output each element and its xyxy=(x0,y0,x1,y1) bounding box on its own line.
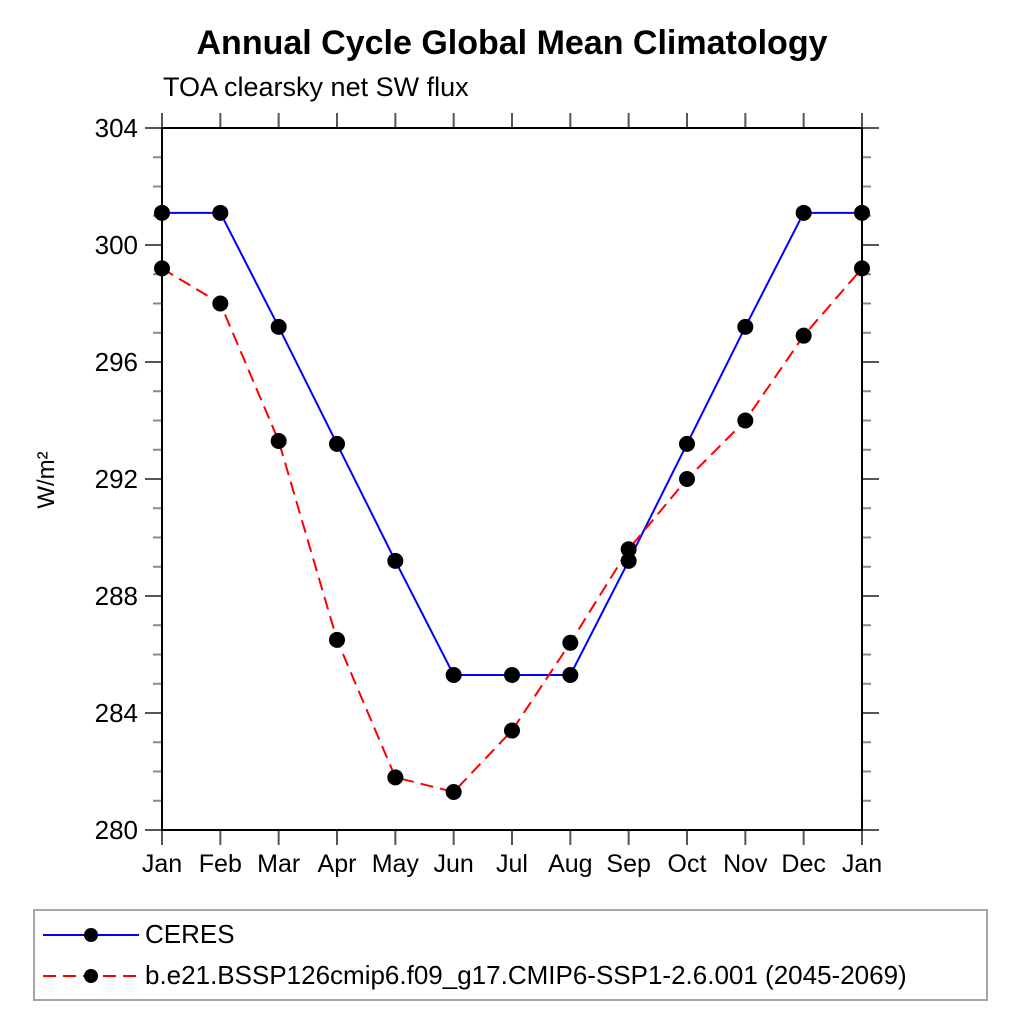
data-point xyxy=(679,435,695,452)
x-tick-label: Jun xyxy=(434,850,474,878)
x-tick-label: Jan xyxy=(142,850,182,878)
y-tick-label: 304 xyxy=(95,113,138,143)
data-point xyxy=(795,204,812,221)
chart-title: Annual Cycle Global Mean Climatology xyxy=(196,24,828,62)
data-point xyxy=(795,327,812,344)
y-tick-label: 284 xyxy=(95,698,138,728)
x-tick-label: Mar xyxy=(257,850,300,878)
data-point xyxy=(387,769,404,786)
legend-line-dashed-icon xyxy=(43,968,139,983)
legend-item-ceres: CERES xyxy=(35,915,986,955)
data-point xyxy=(445,783,462,800)
data-point xyxy=(620,541,637,558)
plot-area: 280 284 288 292 296 300 304 Jan Feb Mar Apr May Jun J… xyxy=(95,113,882,878)
y-tick-label: 296 xyxy=(95,347,138,377)
data-point xyxy=(737,412,754,429)
y-tick-label: 292 xyxy=(95,464,138,494)
x-tick-label: Dec xyxy=(781,850,825,878)
legend-line-solid-icon xyxy=(43,927,139,942)
plot-frame xyxy=(161,127,863,831)
y-tick-label: 300 xyxy=(95,230,138,260)
legend-marker-dot xyxy=(84,927,98,942)
data-point xyxy=(737,318,754,335)
series-line-0 xyxy=(162,211,862,676)
x-tick-label: May xyxy=(372,850,420,878)
data-point xyxy=(270,318,287,335)
data-point xyxy=(154,204,170,221)
data-point xyxy=(154,260,170,277)
data-point xyxy=(504,666,520,683)
legend-item-model: b.e21.BSSP126cmip6.f09_g17.CMIP6-SSP1-2.… xyxy=(35,956,986,996)
x-tick-label: Feb xyxy=(199,850,242,878)
legend-label-model: b.e21.BSSP126cmip6.f09_g17.CMIP6-SSP1-2.… xyxy=(145,960,907,990)
data-point xyxy=(562,666,579,683)
y-tick-label: 288 xyxy=(95,581,138,611)
x-tick-label: Nov xyxy=(723,850,768,878)
data-point xyxy=(270,432,287,449)
data-point xyxy=(504,722,520,739)
x-tick-label: Apr xyxy=(318,850,357,878)
legend-label-ceres: CERES xyxy=(145,919,235,949)
x-tick-label: Jul xyxy=(496,850,528,878)
legend-box: CERES b.e21.BSSP126cmip6.f09_g17.CMIP6-S… xyxy=(33,909,988,1001)
data-point xyxy=(854,204,870,221)
series-line-1 xyxy=(161,267,863,794)
chart-subtitle: TOA clearsky net SW flux xyxy=(163,72,469,102)
data-point xyxy=(329,631,345,648)
legend-marker-dot xyxy=(84,968,98,983)
x-tick-label: Oct xyxy=(668,850,707,878)
x-tick-label: Sep xyxy=(606,850,650,878)
data-point xyxy=(445,666,462,683)
data-point xyxy=(212,204,229,221)
data-point xyxy=(620,552,637,569)
data-point xyxy=(387,552,404,569)
data-point xyxy=(854,260,870,277)
data-point xyxy=(679,471,695,487)
data-point xyxy=(562,634,579,651)
x-tick-label: Aug xyxy=(548,850,592,878)
y-tick-label: 280 xyxy=(95,815,138,845)
data-point xyxy=(329,435,345,452)
data-point xyxy=(212,295,229,312)
x-tick-label: Jan xyxy=(842,850,882,878)
